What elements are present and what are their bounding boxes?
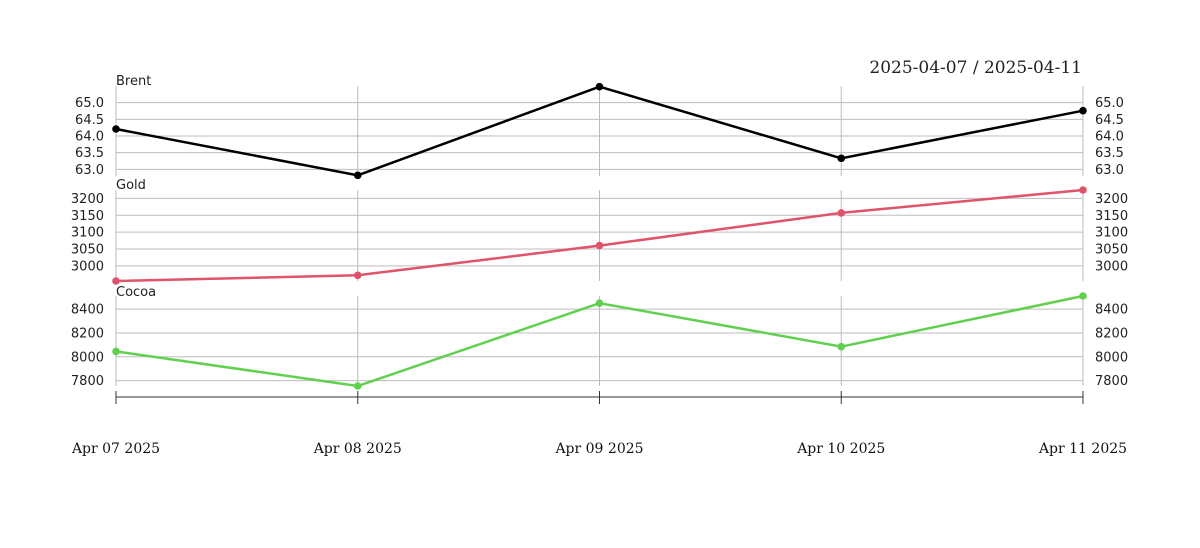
cocoa-data-point: [1079, 292, 1087, 300]
cocoa-data-point: [353, 382, 362, 390]
cocoa-ytick-label-right: 7800: [1095, 374, 1128, 389]
brent-ytick-label-right: 64.5: [1095, 113, 1124, 128]
cocoa-data-point: [837, 342, 846, 351]
x-tick-label: Apr 11 2025: [1038, 441, 1127, 457]
cocoa-data-point: [112, 347, 120, 356]
x-tick-label: Apr 09 2025: [554, 441, 643, 457]
brent-ytick-label-right: 65.0: [1095, 96, 1124, 111]
cocoa-ytick-label-right: 8000: [1095, 350, 1128, 365]
cocoa-ytick-label-left: 8200: [71, 326, 104, 341]
brent-panel-title: Brent: [116, 74, 151, 89]
brent-ytick-label-left: 65.0: [75, 96, 104, 111]
gold-ytick-label-right: 3000: [1095, 259, 1128, 274]
date-range-label: 2025-04-07 / 2025-04-11: [869, 58, 1082, 78]
gold-ytick-label-right: 3050: [1095, 242, 1128, 257]
brent-data-point: [112, 125, 120, 133]
gold-data-point: [112, 277, 120, 285]
gold-ytick-label-right: 3100: [1095, 226, 1128, 241]
brent-ytick-label-left: 64.5: [75, 113, 104, 128]
cocoa-ytick-label-right: 8400: [1095, 303, 1128, 318]
cocoa-ytick-label-left: 7800: [71, 374, 104, 389]
brent-ytick-label-right: 63.0: [1095, 163, 1124, 178]
gold-panel-title: Gold: [116, 178, 146, 193]
cocoa-ytick-label-left: 8000: [71, 350, 104, 365]
brent-ytick-label-right: 63.5: [1095, 146, 1124, 161]
gold-ytick-label-left: 3200: [71, 192, 104, 207]
cocoa-panel-title: Cocoa: [116, 285, 156, 300]
x-tick-label: Apr 07 2025: [71, 441, 160, 457]
x-tick-label: Apr 10 2025: [796, 441, 885, 457]
cocoa-data-point: [595, 299, 604, 307]
cocoa-ytick-label-left: 8400: [71, 303, 104, 318]
gold-ytick-label-left: 3050: [71, 242, 104, 257]
brent-ytick-label-left: 63.0: [75, 163, 104, 178]
gold-ytick-label-right: 3150: [1095, 209, 1128, 224]
brent-data-point: [353, 171, 362, 180]
gold-data-point: [837, 209, 846, 217]
brent-ytick-label-left: 64.0: [75, 130, 104, 145]
gold-ytick-label-right: 3200: [1095, 192, 1128, 207]
brent-data-point: [1079, 106, 1087, 115]
gold-ytick-label-left: 3100: [71, 226, 104, 241]
gold-ytick-label-left: 3150: [71, 209, 104, 224]
gold-data-point: [595, 241, 604, 250]
brent-data-point: [595, 82, 604, 91]
brent-ytick-label-right: 64.0: [1095, 130, 1124, 145]
x-tick-label: Apr 08 2025: [313, 441, 402, 457]
cocoa-ytick-label-right: 8200: [1095, 326, 1128, 341]
gold-data-point: [353, 271, 362, 280]
brent-data-point: [837, 154, 846, 163]
brent-ytick-label-left: 63.5: [75, 146, 104, 161]
gold-data-point: [1079, 186, 1087, 194]
gold-ytick-label-left: 3000: [71, 259, 104, 274]
